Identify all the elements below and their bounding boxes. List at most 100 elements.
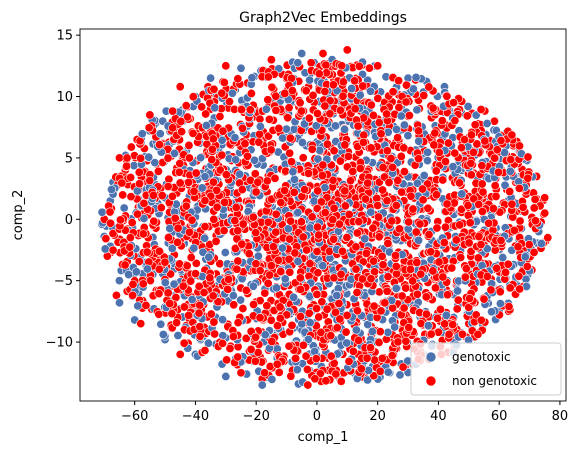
- point-non-genotoxic: [207, 155, 217, 165]
- point-non-genotoxic: [397, 187, 407, 197]
- point-non-genotoxic: [164, 233, 174, 243]
- point-non-genotoxic: [431, 190, 441, 200]
- y-axis: −10 −5 0 5 10 15: [46, 29, 80, 351]
- point-non-genotoxic: [248, 212, 258, 222]
- point-non-genotoxic: [358, 137, 368, 147]
- point-non-genotoxic: [188, 92, 198, 102]
- point-non-genotoxic: [466, 130, 476, 140]
- point-non-genotoxic: [201, 109, 211, 119]
- point-non-genotoxic: [401, 97, 411, 107]
- point-genotoxic: [408, 84, 418, 94]
- point-genotoxic: [281, 124, 291, 134]
- point-non-genotoxic: [126, 192, 136, 202]
- point-non-genotoxic: [271, 91, 281, 101]
- point-non-genotoxic: [342, 310, 352, 320]
- point-non-genotoxic: [134, 257, 144, 267]
- point-non-genotoxic: [139, 198, 149, 208]
- point-non-genotoxic: [114, 153, 124, 163]
- point-non-genotoxic: [478, 187, 488, 197]
- point-non-genotoxic: [366, 343, 376, 353]
- point-non-genotoxic: [434, 147, 444, 157]
- point-non-genotoxic: [172, 318, 182, 328]
- point-non-genotoxic: [404, 217, 414, 227]
- point-non-genotoxic: [482, 271, 492, 281]
- point-genotoxic: [200, 172, 210, 182]
- point-non-genotoxic: [307, 212, 317, 222]
- point-genotoxic: [303, 335, 313, 345]
- point-non-genotoxic: [404, 323, 414, 333]
- point-non-genotoxic: [321, 376, 331, 386]
- point-non-genotoxic: [280, 88, 290, 98]
- point-non-genotoxic: [490, 181, 500, 191]
- point-non-genotoxic: [296, 284, 306, 294]
- x-tick-label: 80: [552, 409, 569, 424]
- point-non-genotoxic: [506, 155, 516, 165]
- point-non-genotoxic: [275, 302, 285, 312]
- point-non-genotoxic: [108, 228, 118, 238]
- point-non-genotoxic: [513, 242, 523, 252]
- point-non-genotoxic: [273, 255, 283, 265]
- point-non-genotoxic: [350, 76, 360, 86]
- point-genotoxic: [253, 251, 263, 261]
- point-genotoxic: [403, 131, 413, 141]
- point-non-genotoxic: [215, 165, 225, 175]
- point-genotoxic: [100, 244, 110, 254]
- point-non-genotoxic: [501, 267, 511, 277]
- point-genotoxic: [423, 156, 433, 166]
- point-non-genotoxic: [418, 195, 428, 205]
- point-genotoxic: [169, 148, 179, 158]
- point-genotoxic: [412, 105, 422, 115]
- point-non-genotoxic: [377, 353, 387, 363]
- point-non-genotoxic: [336, 376, 346, 386]
- point-non-genotoxic: [312, 108, 322, 118]
- x-tick-label: −40: [182, 409, 209, 424]
- point-non-genotoxic: [396, 151, 406, 161]
- point-non-genotoxic: [224, 97, 234, 107]
- point-non-genotoxic: [351, 264, 361, 274]
- point-non-genotoxic: [287, 320, 297, 330]
- point-genotoxic: [155, 129, 165, 139]
- point-non-genotoxic: [144, 123, 154, 133]
- point-non-genotoxic: [219, 77, 229, 87]
- point-genotoxic: [217, 135, 227, 145]
- point-non-genotoxic: [245, 175, 255, 185]
- point-non-genotoxic: [136, 153, 146, 163]
- point-genotoxic: [255, 121, 265, 131]
- point-non-genotoxic: [229, 300, 239, 310]
- point-genotoxic: [272, 283, 282, 293]
- point-non-genotoxic: [267, 336, 277, 346]
- point-non-genotoxic: [246, 88, 256, 98]
- point-non-genotoxic: [326, 351, 336, 361]
- point-non-genotoxic: [473, 253, 483, 263]
- point-non-genotoxic: [172, 237, 182, 247]
- point-genotoxic: [363, 375, 373, 385]
- point-non-genotoxic: [368, 223, 378, 233]
- point-non-genotoxic: [515, 284, 525, 294]
- point-non-genotoxic: [237, 239, 247, 249]
- point-non-genotoxic: [369, 371, 379, 381]
- point-genotoxic: [318, 261, 328, 271]
- point-genotoxic: [495, 299, 505, 309]
- point-non-genotoxic: [184, 140, 194, 150]
- point-non-genotoxic: [397, 291, 407, 301]
- point-non-genotoxic: [340, 201, 350, 211]
- point-genotoxic: [419, 170, 429, 180]
- point-non-genotoxic: [263, 95, 273, 105]
- point-non-genotoxic: [138, 279, 148, 289]
- point-non-genotoxic: [191, 168, 201, 178]
- point-non-genotoxic: [334, 299, 344, 309]
- y-tick-label: 15: [56, 29, 73, 44]
- point-non-genotoxic: [540, 208, 550, 218]
- point-genotoxic: [315, 145, 325, 155]
- point-non-genotoxic: [138, 229, 148, 239]
- point-non-genotoxic: [210, 329, 220, 339]
- point-non-genotoxic: [440, 319, 450, 329]
- point-non-genotoxic: [378, 260, 388, 270]
- point-non-genotoxic: [295, 98, 305, 108]
- point-non-genotoxic: [428, 103, 438, 113]
- point-non-genotoxic: [313, 268, 323, 278]
- point-non-genotoxic: [322, 139, 332, 149]
- point-non-genotoxic: [243, 151, 253, 161]
- point-non-genotoxic: [440, 222, 450, 232]
